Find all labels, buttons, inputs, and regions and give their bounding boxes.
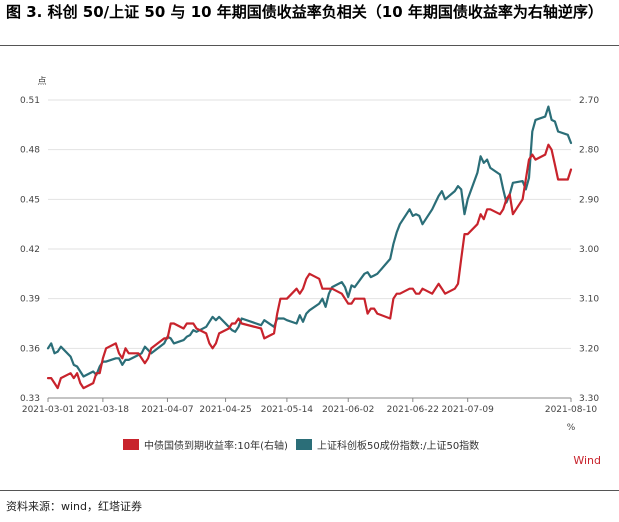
- right-axis-tick-label: 3.20: [579, 344, 599, 354]
- left-axis-tick-label: 0.39: [20, 295, 40, 305]
- left-axis-tick-label: 0.45: [20, 195, 40, 205]
- right-axis-unit: %: [567, 423, 576, 433]
- x-axis-tick-label: 2021-08-10: [545, 405, 598, 415]
- left-axis-tick-label: 0.48: [20, 146, 40, 156]
- right-axis-tick-label: 3.00: [579, 245, 599, 255]
- x-axis-tick-label: 2021-03-18: [77, 405, 130, 415]
- series-line-bond-yield: [46, 143, 573, 390]
- right-axis-tick-label: 2.70: [579, 96, 599, 106]
- chart-title: 图 3. 科创 50/上证 50 与 10 年期国债收益率负相关（10 年期国债…: [6, 3, 603, 21]
- legend: 中债国债到期收益率:10年(右轴) 上证科创板50成份指数:/上证50指数: [123, 439, 479, 452]
- line-chart: 0.33 0.36 0.39 0.42 0.45 0.48 0.51 2.70 2.80 2.9…: [20, 76, 601, 467]
- right-axis-tick-label: 2.90: [579, 195, 599, 205]
- legend-label-ratio: 上证科创板50成份指数:/上证50指数: [317, 439, 479, 452]
- left-axis-tick-label: 0.51: [20, 96, 40, 106]
- x-axis-ticks: 2021-03-01 2021-03-18 2021-04-07 2021-04-25…: [22, 398, 598, 415]
- gridlines: [48, 99, 571, 399]
- legend-swatch-ratio: [296, 439, 312, 450]
- right-axis-tick-label: 2.80: [579, 146, 599, 156]
- x-axis-tick-label: 2021-05-14: [261, 405, 314, 415]
- left-axis-unit: 点: [37, 76, 46, 87]
- series-line-star50-sse50-ratio: [46, 105, 573, 378]
- x-axis-tick-label: 2021-06-02: [322, 405, 374, 415]
- legend-swatch-bond: [123, 439, 139, 450]
- right-axis-tick-label: 3.30: [579, 394, 599, 404]
- x-axis-tick-label: 2021-07-09: [442, 405, 495, 415]
- wind-watermark: Wind: [573, 454, 601, 467]
- right-axis-ticks: 2.70 2.80 2.90 3.00 3.10 3.20 3.30: [579, 96, 599, 404]
- footer-divider: [0, 490, 619, 491]
- x-axis-tick-label: 2021-04-25: [199, 405, 251, 415]
- x-axis-tick-label: 2021-06-22: [387, 405, 439, 415]
- title-divider: [0, 45, 619, 46]
- x-axis-tick-label: 2021-03-01: [22, 405, 74, 415]
- left-axis-ticks: 0.33 0.36 0.39 0.42 0.45 0.48 0.51: [20, 96, 40, 404]
- source-note: 资料来源：wind，红塔证券: [6, 500, 143, 513]
- left-axis-tick-label: 0.33: [20, 394, 40, 404]
- left-axis-tick-label: 0.36: [20, 344, 40, 354]
- series-lines: [46, 105, 573, 390]
- x-axis-tick-label: 2021-04-07: [141, 405, 193, 415]
- legend-label-bond: 中债国债到期收益率:10年(右轴): [144, 439, 288, 452]
- left-axis-tick-label: 0.42: [20, 245, 40, 255]
- right-axis-tick-label: 3.10: [579, 295, 599, 305]
